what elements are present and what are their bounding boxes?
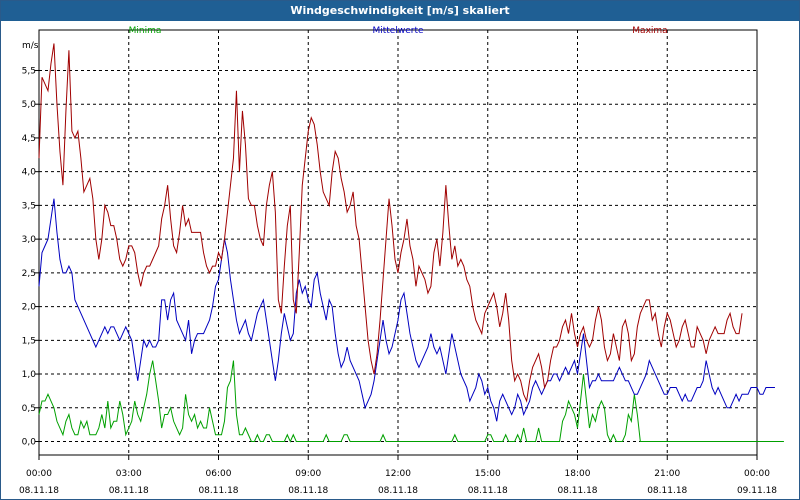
legend: Minima Mittelwerte Maxima <box>129 26 668 36</box>
x-tick-label-date: 08.11.18 <box>198 486 238 496</box>
x-tick-label-date: 08.11.18 <box>19 486 59 496</box>
legend-entry-minima: Minima <box>129 26 162 36</box>
y-tick-label: 0,5 <box>22 404 36 414</box>
series-line-maxima <box>38 43 743 403</box>
series-line-mittelwerte <box>38 198 775 422</box>
x-tick-label-date: 09.11.18 <box>737 486 777 496</box>
y-tick-label: 1,0 <box>22 370 37 380</box>
series-lines <box>38 43 784 444</box>
x-tick-label-time: 21:00 <box>654 469 680 479</box>
legend-entry-maxima: Maxima <box>632 26 667 36</box>
x-tick-label-time: 18:00 <box>565 469 591 479</box>
x-tick-label-time: 00:00 <box>744 469 770 479</box>
window-title: Windgeschwindigkeit [m/s] skaliert <box>1 1 799 21</box>
x-tick-label-date: 08.11.18 <box>468 486 508 496</box>
grid <box>39 30 757 455</box>
y-tick-label: 4,0 <box>22 168 37 178</box>
x-tick-label-time: 06:00 <box>206 469 232 479</box>
x-tick-label-time: 00:00 <box>26 469 52 479</box>
plot-frame <box>38 29 758 456</box>
x-tick-label-time: 15:00 <box>475 469 501 479</box>
x-tick-label-time: 03:00 <box>116 469 142 479</box>
y-tick-label: 1,5 <box>22 336 36 346</box>
y-axis-label: m/s <box>22 41 39 51</box>
x-tick-label-time: 09:00 <box>295 469 321 479</box>
x-tick-label-time: 12:00 <box>385 469 411 479</box>
y-tick-label: 0,0 <box>22 438 37 448</box>
x-tick-label-date: 08.11.18 <box>647 486 687 496</box>
y-tick-label: 5,0 <box>22 100 37 110</box>
y-tick-label: 2,5 <box>22 269 36 279</box>
y-tick-label: 2,0 <box>22 303 37 313</box>
y-tick-label: 4,5 <box>22 134 36 144</box>
x-tick-label-date: 08.11.18 <box>109 486 149 496</box>
legend-entry-mittelwerte: Mittelwerte <box>372 26 423 36</box>
series-line-minima <box>38 360 784 444</box>
x-tick-label-date: 08.11.18 <box>557 486 597 496</box>
x-tick-label-date: 08.11.18 <box>288 486 328 496</box>
x-tick-label-date: 08.11.18 <box>378 486 418 496</box>
y-tick-label: 5,5 <box>22 66 36 76</box>
y-tick-label: 3,0 <box>22 235 37 245</box>
y-tick-label: 3,5 <box>22 201 36 211</box>
axes: 0,0 0,5 1,0 1,5 2,0 2,5 3,0 3,5 4,0 4,5 5,0 5,5 00:0… <box>19 29 777 496</box>
